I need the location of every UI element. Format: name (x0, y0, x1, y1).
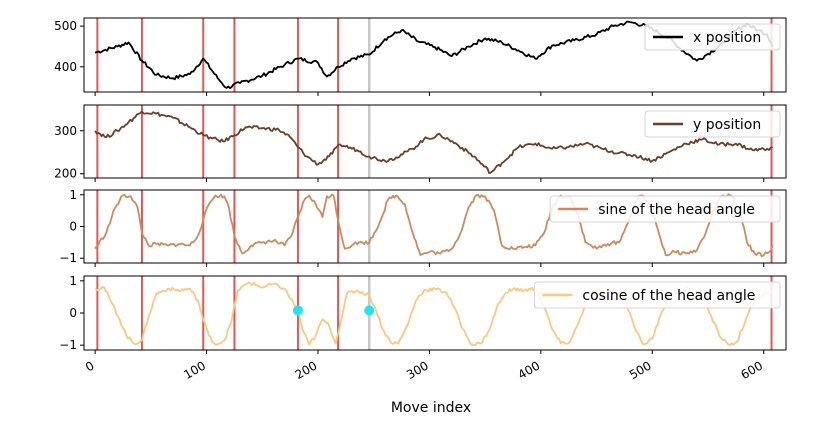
x-tick-label: 300 (404, 358, 431, 382)
legend-label: cosine of the head angle (582, 288, 755, 304)
y-tick-label: 500 (54, 19, 77, 33)
highlight-point (292, 305, 303, 316)
panel-2: 200 300 y position (54, 104, 787, 182)
y-tick-label: 0 (69, 306, 77, 320)
legend-box (644, 110, 781, 138)
y-tick-label: −1 (59, 251, 77, 265)
series-line-4 (94, 281, 773, 347)
x-tick-label: 500 (627, 358, 654, 382)
y-tick-label: 0 (69, 220, 77, 234)
panel-1: 400 500 x position (54, 17, 787, 96)
y-tick-label: 200 (54, 167, 77, 181)
panel-3: −1 0 1 sine of the head angle (59, 188, 787, 267)
x-tick-label: 600 (738, 358, 765, 382)
x-tick-label: 200 (293, 358, 320, 382)
y-tick-label: 300 (54, 124, 77, 138)
legend-3: sine of the head angle (549, 195, 781, 223)
x-axis-label: Move index (391, 400, 471, 416)
x-tick-label: 100 (181, 358, 208, 382)
legend-1: x position (644, 23, 781, 51)
panel-4: −1 0 1 cosine of the head angle (59, 274, 787, 354)
y-tick-label: −1 (59, 338, 77, 352)
y-tick-label: 1 (69, 274, 77, 288)
axes-frame (83, 17, 787, 93)
legend-label: y position (693, 117, 761, 133)
legend-label: sine of the head angle (598, 202, 755, 218)
series-line-2 (94, 110, 773, 174)
legend-2: y position (644, 110, 781, 138)
legend-label: x position (693, 30, 761, 46)
highlight-point (364, 305, 375, 316)
y-tick-label: 1 (69, 188, 77, 202)
y-tick-label: 400 (54, 60, 77, 74)
legend-4: cosine of the head angle (533, 281, 781, 309)
series-line-3 (94, 193, 774, 258)
x-tick-label: 400 (516, 358, 543, 382)
x-tick-label: 0 (83, 358, 97, 374)
axes-frame (83, 104, 787, 179)
legend-box (549, 195, 781, 223)
legend-box (644, 23, 781, 51)
legend-box (533, 281, 781, 309)
